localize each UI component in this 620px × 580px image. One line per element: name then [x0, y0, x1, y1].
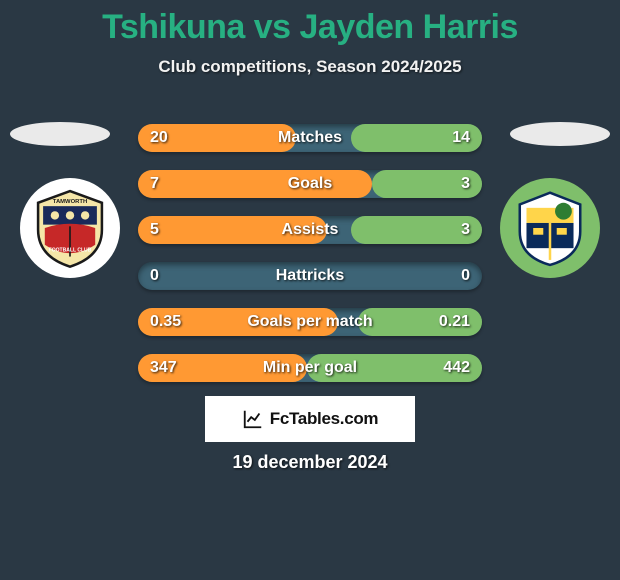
- stat-value-left: 0: [150, 262, 159, 290]
- stat-value-right: 14: [452, 124, 470, 152]
- stat-row: Goals per match0.35 0.21: [138, 308, 482, 336]
- stat-value-right: 0: [461, 262, 470, 290]
- stat-label: Goals per match: [138, 308, 482, 336]
- chart-icon: [242, 408, 264, 430]
- stat-row: Assists5 3: [138, 216, 482, 244]
- club-crest-right: [500, 178, 600, 278]
- svg-text:TAMWORTH: TAMWORTH: [53, 199, 87, 205]
- svg-text:FOOTBALL CLUB: FOOTBALL CLUB: [49, 248, 92, 254]
- stat-row: Goals7 3: [138, 170, 482, 198]
- stat-value-left: 0.35: [150, 308, 181, 336]
- stat-value-right: 0.21: [439, 308, 470, 336]
- crest-right-svg: [508, 186, 592, 270]
- comparison-field: TAMWORTH FOOTBALL CLUB Matches20 14 Goals7…: [0, 110, 620, 390]
- page-title: Tshikuna vs Jayden Harris: [0, 0, 620, 47]
- stat-value-left: 347: [150, 354, 177, 382]
- stat-value-left: 7: [150, 170, 159, 198]
- stat-row: Hattricks0 0: [138, 262, 482, 290]
- brand-text: FcTables.com: [270, 409, 379, 429]
- comparison-card: Tshikuna vs Jayden Harris Club competiti…: [0, 0, 620, 580]
- stat-label: Matches: [138, 124, 482, 152]
- stat-label: Min per goal: [138, 354, 482, 382]
- stat-row: Min per goal347 442: [138, 354, 482, 382]
- stat-label: Goals: [138, 170, 482, 198]
- stat-label: Hattricks: [138, 262, 482, 290]
- stat-value-right: 3: [461, 216, 470, 244]
- player-shadow-left: [10, 122, 110, 146]
- stat-value-right: 442: [443, 354, 470, 382]
- stat-value-right: 3: [461, 170, 470, 198]
- stat-row: Matches20 14: [138, 124, 482, 152]
- stat-label: Assists: [138, 216, 482, 244]
- brand-badge: FcTables.com: [205, 396, 415, 442]
- crest-left-svg: TAMWORTH FOOTBALL CLUB: [28, 186, 112, 270]
- club-crest-left: TAMWORTH FOOTBALL CLUB: [20, 178, 120, 278]
- player-shadow-right: [510, 122, 610, 146]
- page-subtitle: Club competitions, Season 2024/2025: [0, 57, 620, 77]
- stat-value-left: 20: [150, 124, 168, 152]
- date-text: 19 december 2024: [0, 452, 620, 473]
- stat-value-left: 5: [150, 216, 159, 244]
